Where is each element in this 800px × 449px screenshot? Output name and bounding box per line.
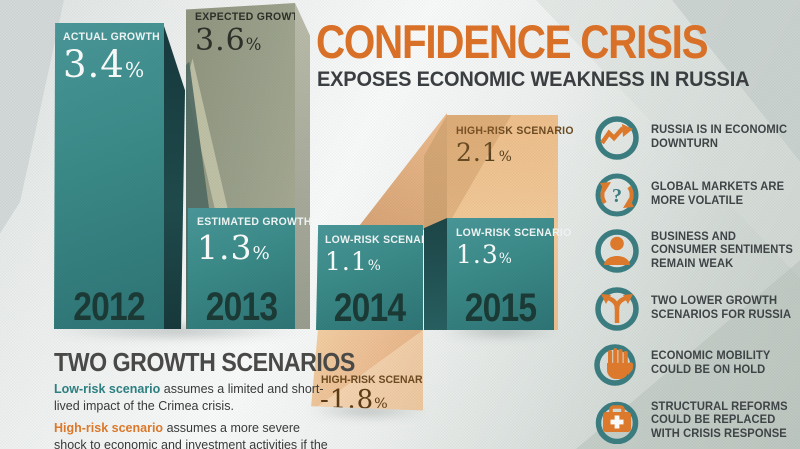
svg-text:?: ?	[612, 185, 622, 207]
high-risk-text: assumes a more severe shock to economic …	[54, 421, 328, 449]
percent-sign: %	[374, 396, 388, 412]
split-arrows-icon	[595, 287, 639, 331]
percent-sign: %	[498, 149, 512, 165]
bar-label: HIGH-RISK SCENARIO	[456, 125, 574, 137]
year-label-2014: 2014	[333, 286, 406, 330]
scenarios-heading: TWO GROWTH SCENARIOS	[54, 347, 355, 377]
year-label-2013: 2013	[205, 285, 278, 329]
volatility-icon: ?	[595, 173, 639, 217]
low-risk-lead: Low-risk scenario	[54, 382, 161, 396]
bar-2014-high-risk: HIGH-RISK SCENARIO -1.8%	[311, 330, 423, 415]
first-aid-icon	[595, 401, 639, 444]
bar-2012-actual-growth: ACTUAL GROWTH 3.4% 2012	[54, 23, 164, 329]
fact-text: ECONOMIC MOBILITY COULD BE ON HOLD	[651, 350, 771, 376]
fact-item-volatility: ? GLOBAL MARKETS ARE MORE VOLATILE	[594, 172, 799, 218]
bar-label: LOW-RISK SCENARIO	[325, 234, 441, 246]
fact-item-hand: ECONOMIC MOBILITY COULD BE ON HOLD	[594, 341, 799, 387]
percent-sign: %	[367, 258, 381, 274]
fact-item-first-aid: STRUCTURAL REFORMS COULD BE REPLACED WIT…	[594, 398, 799, 444]
fact-text: TWO LOWER GROWTH SCENARIOS FOR RUSSIA	[651, 295, 792, 321]
bar-value: -1.8	[320, 385, 375, 415]
percent-sign: %	[245, 35, 262, 54]
consumer-icon	[595, 229, 639, 273]
page-subtitle: EXPOSES ECONOMIC WEAKNESS IN RUSSIA	[317, 67, 750, 91]
bar-label: LOW-RISK SCENARIO	[456, 227, 572, 239]
percent-sign: %	[124, 58, 145, 82]
bar-value: 1.3	[456, 240, 499, 269]
percent-sign: %	[498, 251, 512, 267]
page-title: CONFIDENCE CRISIS	[316, 15, 709, 68]
bar-2014-low-risk: LOW-RISK SCENARIO 1.1% 2014	[316, 225, 423, 330]
high-risk-lead: High-risk scenario	[54, 421, 164, 435]
bar-2012-side-face	[163, 23, 185, 329]
low-risk-text: assumes a limited and short-lived impact…	[54, 382, 324, 413]
fact-text: RUSSIA IS IN ECONOMIC DOWNTURN	[651, 124, 788, 150]
fact-item-downturn: RUSSIA IS IN ECONOMIC DOWNTURN	[594, 115, 799, 161]
bar-value: 1.1	[325, 247, 368, 276]
bar-label: ESTIMATED GROWTH	[197, 216, 312, 228]
bar-2015-low-risk-side-face	[424, 218, 447, 330]
hand-icon	[594, 344, 636, 386]
percent-sign: %	[252, 243, 270, 264]
high-risk-paragraph: High-risk scenario assumes a more severe…	[54, 420, 336, 449]
fact-text: GLOBAL MARKETS ARE MORE VOLATILE	[651, 181, 785, 207]
fact-item-consumer: BUSINESS AND CONSUMER SENTIMENTS REMAIN …	[594, 228, 799, 274]
fact-item-split-arrows: TWO LOWER GROWTH SCENARIOS FOR RUSSIA	[594, 286, 799, 332]
bar-2013-expected-side-face	[295, 3, 310, 329]
low-risk-paragraph: Low-risk scenario assumes a limited and …	[54, 381, 336, 414]
year-label-2015: 2015	[464, 286, 537, 330]
bar-label: HIGH-RISK SCENARIO	[321, 374, 434, 386]
bar-value: 3.4	[63, 43, 125, 86]
bar-value: 3.6	[195, 23, 246, 58]
bar-value: 1.3	[197, 228, 253, 267]
bar-2015-low-risk: LOW-RISK SCENARIO 1.3% 2015	[447, 218, 572, 330]
downturn-icon	[595, 116, 639, 160]
fact-text: STRUCTURAL REFORMS COULD BE REPLACED WIT…	[651, 400, 788, 440]
bar-label: ACTUAL GROWTH	[63, 31, 160, 43]
fact-text: BUSINESS AND CONSUMER SENTIMENTS REMAIN …	[651, 230, 793, 270]
bar-label: EXPECTED GROWTH	[195, 11, 307, 23]
bar-2013-estimated-growth: ESTIMATED GROWTH 1.3% 2013	[188, 208, 312, 329]
year-label-2012: 2012	[73, 285, 145, 329]
bar-value: 2.1	[456, 138, 499, 167]
